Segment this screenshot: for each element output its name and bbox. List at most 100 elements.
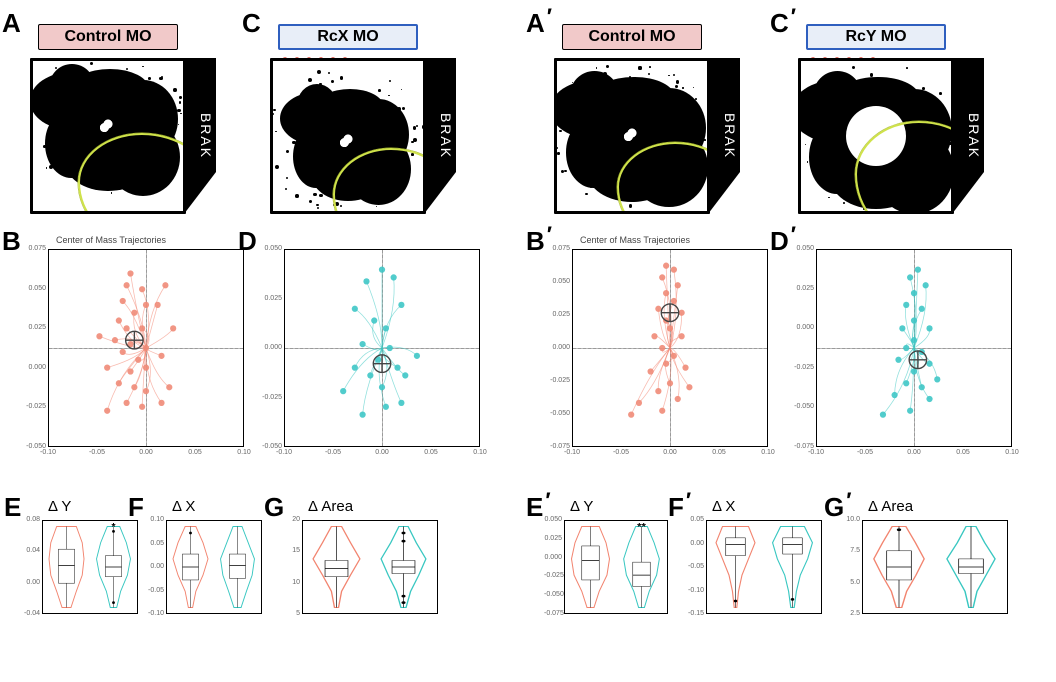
- y-tick: -0.05: [686, 563, 704, 570]
- y-tick: 5.0: [842, 579, 860, 586]
- scatter-title: Center of Mass Trajectories: [56, 235, 166, 245]
- image-panel-A: Control MOBRAK: [28, 28, 208, 223]
- y-tick: 0.05: [686, 516, 704, 523]
- y-tick: 0.04: [22, 547, 40, 554]
- spellcheck-squiggle: [810, 50, 882, 56]
- y-tick: -0.025: [544, 572, 562, 579]
- x-tick: -0.05: [85, 449, 109, 456]
- y-tick: -0.025: [550, 377, 570, 384]
- y-tick: -0.04: [22, 610, 40, 617]
- x-tick: -0.05: [321, 449, 345, 456]
- x-tick: -0.10: [36, 449, 60, 456]
- violin-title: Δ Y: [48, 498, 71, 515]
- violin-panel-E: Δ Y*-0.040.000.040.08: [30, 498, 140, 668]
- figure-root: AControl MOBRAKCRcX MOBRAKA′Control MOBR…: [0, 0, 1056, 682]
- violin-frame: [302, 520, 438, 614]
- y-tick: 0.050: [544, 516, 562, 523]
- panel-letter-Dp: D′: [770, 228, 794, 254]
- violin-title: Δ Y: [570, 498, 593, 515]
- brak-wedge: BRAK: [184, 58, 216, 214]
- x-tick: -0.10: [560, 449, 584, 456]
- y-tick: 0.050: [262, 245, 282, 252]
- scatter-frame: [572, 249, 768, 447]
- y-tick: 0.00: [686, 540, 704, 547]
- scatter-panel-Dp: -0.10-0.050.000.050.10-0.075-0.050-0.025…: [796, 235, 1018, 480]
- violin-panel-Fp: Δ X-0.15-0.10-0.050.000.05: [694, 498, 824, 668]
- y-tick: 0.025: [794, 285, 814, 292]
- svg-text:BRAK: BRAK: [966, 113, 982, 159]
- violin-title: Δ X: [712, 498, 735, 515]
- panel-letter-E: E: [4, 494, 21, 520]
- x-tick: 0.00: [370, 449, 394, 456]
- y-tick: -0.025: [262, 394, 282, 401]
- violin-panel-F: Δ X-0.10-0.050.000.050.10: [154, 498, 264, 668]
- y-tick: -0.15: [686, 610, 704, 617]
- condition-pill: Control MO: [562, 24, 702, 50]
- y-tick: 7.5: [842, 547, 860, 554]
- y-tick: 0.10: [146, 516, 164, 523]
- x-tick: 0.05: [183, 449, 207, 456]
- x-tick: 0.05: [951, 449, 975, 456]
- panel-letter-B: B: [2, 228, 21, 254]
- y-tick: -0.050: [262, 443, 282, 450]
- scatter-panel-Bp: Center of Mass Trajectories-0.10-0.050.0…: [552, 235, 774, 480]
- y-tick: 0.025: [550, 311, 570, 318]
- y-tick: 0.08: [22, 516, 40, 523]
- y-tick: 0.025: [544, 535, 562, 542]
- scatter-title: Center of Mass Trajectories: [580, 235, 690, 245]
- panel-letter-A: A: [2, 10, 21, 36]
- y-tick: 0.075: [26, 245, 46, 252]
- x-tick: -0.05: [853, 449, 877, 456]
- svg-text:BRAK: BRAK: [722, 113, 738, 159]
- svg-text:**: **: [637, 522, 647, 533]
- y-tick: -0.075: [550, 443, 570, 450]
- y-tick: 0.050: [794, 245, 814, 252]
- y-tick: 0.000: [550, 344, 570, 351]
- svg-text:*: *: [111, 522, 115, 533]
- panel-letter-C: C: [242, 10, 261, 36]
- cell-mask-frame: [270, 58, 426, 214]
- violin-frame: [862, 520, 1008, 614]
- y-tick: -0.050: [550, 410, 570, 417]
- image-panel-Cp: RcY MOBRAK: [796, 28, 976, 223]
- scatter-panel-B: Center of Mass Trajectories -0.10 -0.05 0.0…: [28, 235, 250, 480]
- y-tick: -0.075: [794, 443, 814, 450]
- y-tick: -0.025: [794, 364, 814, 371]
- violin-frame: **: [564, 520, 668, 614]
- y-tick: 0.00: [22, 579, 40, 586]
- panel-letter-Ap: A′: [526, 10, 550, 36]
- x-tick: 0.10: [756, 449, 780, 456]
- y-tick: 10.0: [842, 516, 860, 523]
- x-tick: 0.05: [419, 449, 443, 456]
- violin-panel-Ep: Δ Y**-0.075-0.050-0.0250.0000.0250.050: [552, 498, 670, 668]
- y-tick: -0.05: [146, 587, 164, 594]
- panel-letter-Cp: C′: [770, 10, 794, 36]
- y-tick: 10: [282, 579, 300, 586]
- condition-pill: RcX MO: [278, 24, 418, 50]
- panel-letter-F: F: [128, 494, 144, 520]
- y-tick: 0.00: [146, 563, 164, 570]
- brak-wedge: BRAK: [952, 58, 984, 214]
- y-tick: 0.075: [550, 245, 570, 252]
- y-tick: 0.000: [794, 324, 814, 331]
- condition-pill: RcY MO: [806, 24, 946, 50]
- image-panel-Ap: Control MOBRAK: [552, 28, 732, 223]
- x-tick: 0.10: [1000, 449, 1024, 456]
- y-tick: 0.025: [262, 295, 282, 302]
- x-tick: 0.10: [468, 449, 492, 456]
- x-tick: 0.00: [134, 449, 158, 456]
- scatter-frame: [284, 249, 480, 447]
- cell-mask-frame: [554, 58, 710, 214]
- violin-frame: [706, 520, 822, 614]
- y-tick: -0.050: [794, 403, 814, 410]
- brak-wedge: BRAK: [708, 58, 740, 214]
- panel-letter-D: D: [238, 228, 257, 254]
- spellcheck-squiggle: [282, 50, 354, 56]
- svg-text:BRAK: BRAK: [198, 113, 214, 159]
- y-tick: 20: [282, 516, 300, 523]
- y-tick: -0.10: [686, 587, 704, 594]
- y-tick: -0.050: [544, 591, 562, 598]
- scatter-frame: [48, 249, 244, 447]
- panel-letter-Bp: B′: [526, 228, 550, 254]
- violin-title: Δ X: [172, 498, 195, 515]
